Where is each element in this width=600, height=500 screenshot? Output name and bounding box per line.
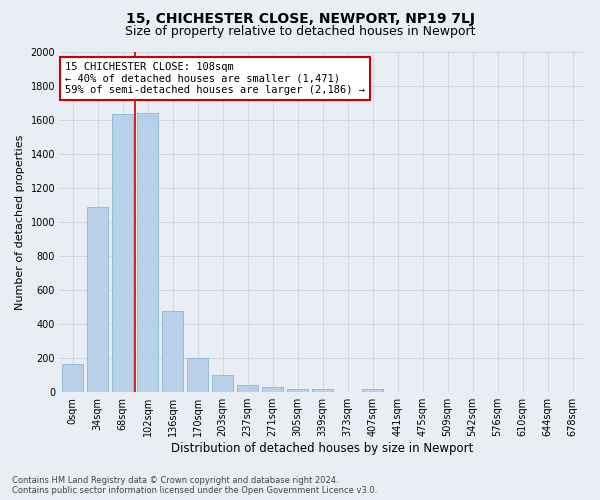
Bar [137,113,158,392]
Text: Contains HM Land Registry data © Crown copyright and database right 2024.
Contai: Contains HM Land Registry data © Crown c… [12,476,377,495]
Bar [112,114,133,392]
Y-axis label: Number of detached properties: Number of detached properties [15,134,25,310]
Bar [87,206,108,392]
Bar [212,375,233,392]
Bar [162,312,183,392]
Bar [237,384,258,392]
Bar [312,389,333,392]
Bar [262,387,283,392]
Text: 15 CHICHESTER CLOSE: 108sqm
← 40% of detached houses are smaller (1,471)
59% of : 15 CHICHESTER CLOSE: 108sqm ← 40% of det… [65,62,365,95]
Text: Size of property relative to detached houses in Newport: Size of property relative to detached ho… [125,25,475,38]
Bar [287,389,308,392]
X-axis label: Distribution of detached houses by size in Newport: Distribution of detached houses by size … [172,442,474,455]
Bar [62,364,83,392]
Bar [187,358,208,392]
Text: 15, CHICHESTER CLOSE, NEWPORT, NP19 7LJ: 15, CHICHESTER CLOSE, NEWPORT, NP19 7LJ [125,12,475,26]
Bar [362,389,383,392]
